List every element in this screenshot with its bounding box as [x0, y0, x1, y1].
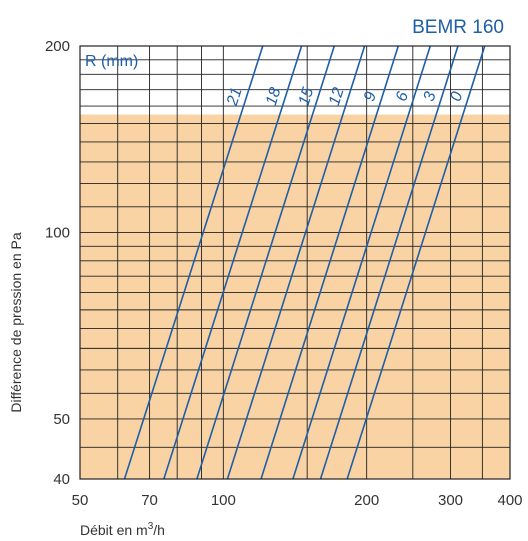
x-tick-label: 300: [438, 492, 463, 509]
curve-R-3: [319, 45, 459, 480]
y-tick-label: 200: [45, 38, 70, 55]
y-tick-label: 50: [53, 411, 70, 428]
x-axis-label-prefix: Débit en m: [80, 522, 148, 538]
curve-R-12: [226, 45, 366, 480]
curve-label: 18: [263, 85, 285, 107]
x-tick-label: 200: [354, 492, 379, 509]
curve-label: 9: [361, 90, 380, 104]
y-tick-label: 40: [53, 471, 70, 488]
curve-label: 21: [224, 86, 246, 109]
curve-label: 6: [393, 90, 412, 104]
x-tick-label: 70: [141, 492, 158, 509]
x-tick-label: 100: [211, 492, 236, 509]
y-axis-label: Différence de pression en Pa: [8, 232, 24, 413]
curve-label: 3: [421, 90, 440, 104]
curve-R-18: [163, 45, 303, 480]
shaded-operating-zone: [80, 114, 510, 479]
curve-R-6: [292, 45, 432, 480]
pressure-curves: [123, 45, 486, 480]
chart-title: BEMR 160: [412, 17, 504, 38]
x-axis-label: Débit en m3/h: [80, 521, 165, 538]
legend-title: R (mm): [85, 53, 138, 70]
curve-label: 15: [296, 86, 318, 108]
curve-R-0: [346, 45, 486, 480]
curve-labels: 21 18 15 12 9 6 3 0: [224, 85, 467, 108]
curve-R-9: [260, 45, 400, 480]
curve-R-15: [196, 45, 336, 480]
curve-R-21: [123, 45, 264, 480]
x-axis-label-suffix: /h: [153, 522, 165, 538]
curve-label: 12: [326, 85, 348, 107]
plot-frame: [79, 45, 511, 480]
x-tick-label: 50: [72, 492, 89, 509]
x-tick-label: 400: [497, 492, 522, 509]
x-axis-label-superscript: 3: [148, 521, 154, 532]
y-tick-label: 100: [45, 224, 70, 241]
